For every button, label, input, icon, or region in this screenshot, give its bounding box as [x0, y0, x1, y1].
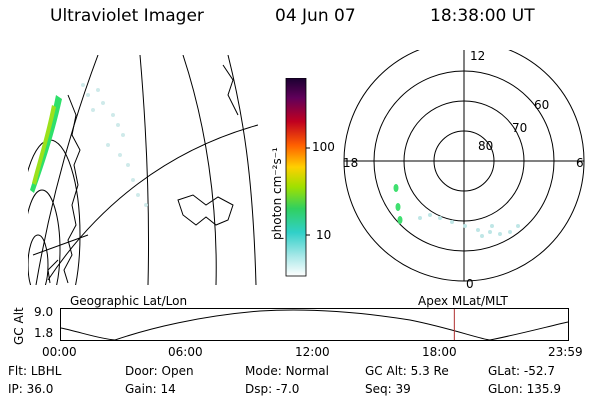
timeline-axis-label: GC Alt [12, 307, 26, 345]
status-seq-value: 39 [395, 382, 411, 396]
polar-plot [343, 50, 585, 282]
status-gain: Gain: 14 [125, 382, 176, 396]
status-ip: IP: 36.0 [8, 382, 53, 396]
status-gc-alt: GC Alt: 5.3 Re [365, 364, 449, 378]
status-gain-label: Gain: [125, 382, 157, 396]
status-mode-label: Mode: [245, 364, 282, 378]
timeline-xtick-2359: 23:59 [548, 345, 583, 359]
colorbar [285, 78, 310, 277]
timeline-xtick-1200: 12:00 [295, 345, 330, 359]
status-seq-label: Seq: [365, 382, 392, 396]
time-label: 18:38:00 UT [430, 6, 535, 26]
polar-label-0: 0 [466, 277, 474, 291]
status-ip-value: 36.0 [26, 382, 54, 396]
status-glon-value: 135.9 [526, 382, 561, 396]
polar-label-18: 18 [343, 156, 359, 170]
timeline-ytick-high: 9.0 [34, 305, 54, 319]
status-mode: Mode: Normal [245, 364, 329, 378]
instrument-title: Ultraviolet Imager [50, 6, 204, 26]
polar-lat-80: 80 [478, 139, 494, 153]
status-door-label: Door: [125, 364, 158, 378]
timeline-xtick-1800: 18:00 [422, 345, 457, 359]
geographic-map [28, 55, 258, 285]
status-dsp-label: Dsp: [245, 382, 273, 396]
polar-label-12: 12 [470, 49, 486, 63]
status-glon-label: GLon: [488, 382, 523, 396]
timeline-left-label: Geographic Lat/Lon [70, 294, 188, 308]
timeline-right-label: Apex MLat/MLT [418, 294, 508, 308]
status-filter: Flt: LBHL [8, 364, 61, 378]
status-filter-label: Flt: [8, 364, 27, 378]
polar-lat-70: 70 [512, 121, 528, 135]
status-gc-alt-label: GC Alt: [365, 364, 407, 378]
status-glat-value: -52.7 [523, 364, 555, 378]
polar-label-6: 6 [576, 156, 584, 170]
polar-lat-60: 60 [534, 98, 550, 112]
status-ip-label: IP: [8, 382, 23, 396]
status-gain-value: 14 [160, 382, 176, 396]
status-dsp: Dsp: -7.0 [245, 382, 299, 396]
colorbar-tick-10: 10 [316, 228, 332, 242]
colorbar-unit-label: photon cm⁻²s⁻¹ [270, 147, 284, 240]
status-door-value: Open [161, 364, 194, 378]
status-glat: GLat: -52.7 [488, 364, 555, 378]
date-label: 04 Jun 07 [275, 6, 356, 26]
timeline-plot [60, 308, 569, 341]
status-gc-alt-value: 5.3 Re [410, 364, 449, 378]
timeline-xtick-0600: 06:00 [168, 345, 203, 359]
status-seq: Seq: 39 [365, 382, 411, 396]
status-door: Door: Open [125, 364, 194, 378]
timeline-xtick-0000: 00:00 [42, 345, 77, 359]
status-filter-value: LBHL [30, 364, 62, 378]
colorbar-tick-100: 100 [312, 140, 335, 154]
status-glon: GLon: 135.9 [488, 382, 561, 396]
status-mode-value: Normal [285, 364, 329, 378]
timeline-ytick-low: 1.8 [34, 326, 54, 340]
status-dsp-value: -7.0 [275, 382, 300, 396]
status-glat-label: GLat: [488, 364, 521, 378]
